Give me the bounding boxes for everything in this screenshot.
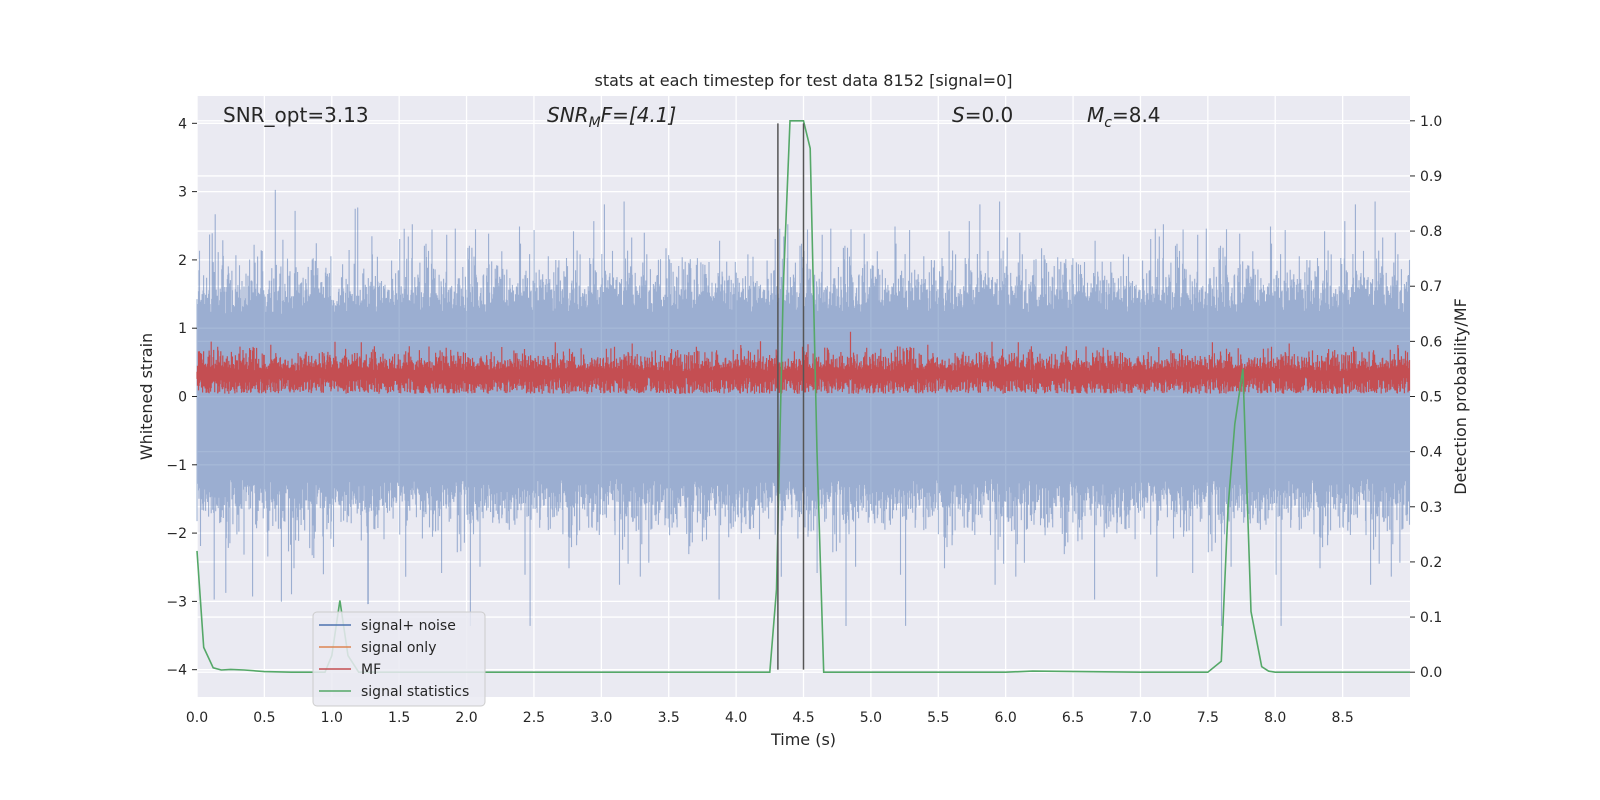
y2-tick-label: 0.6: [1420, 334, 1442, 350]
annotation-snr-mf-main: SNR: [547, 103, 589, 127]
chart-title: stats at each timestep for test data 815…: [594, 71, 1012, 90]
annotation-mc-sub: c: [1104, 115, 1112, 131]
x-tick-label: 0.5: [253, 710, 275, 726]
x-tick-label: 1.0: [321, 710, 343, 726]
y-tick-label: 3: [178, 185, 187, 201]
y-tick-label: −1: [166, 458, 187, 474]
y2-tick-label: 0.8: [1420, 224, 1442, 240]
legend: signal+ noise signal only MF signal statist…: [312, 611, 486, 707]
annotation-snr-mf-sub: M: [589, 115, 601, 131]
mf-series: [196, 331, 1411, 394]
y-tick-label: 4: [178, 116, 187, 132]
x-tick-label: 0.0: [186, 710, 208, 726]
y-tick-label: 2: [178, 253, 187, 269]
y2-tick-label: 0.4: [1420, 445, 1442, 461]
x-tick-label: 5.0: [860, 710, 882, 726]
y2-tick-label: 0.5: [1420, 390, 1442, 406]
annotation-snr-opt: SNR_opt=3.13: [223, 103, 369, 127]
y2-tick-label: 0.1: [1420, 610, 1442, 626]
legend-label: signal+ noise: [361, 618, 456, 634]
signal-statistics-series: [196, 120, 1410, 674]
y2-tick-label: 0.3: [1420, 500, 1442, 516]
y-tick-label: −3: [166, 594, 187, 610]
legend-label: signal statistics: [361, 684, 469, 700]
legend-label: MF: [361, 662, 381, 678]
x-axis-label: Time (s): [770, 730, 836, 749]
x-tick-label: 7.0: [1129, 710, 1151, 726]
annotation-mc-rest: =8.4: [1112, 103, 1161, 127]
x-tick-label: 6.0: [995, 710, 1017, 726]
x-tick-label: 3.5: [658, 710, 680, 726]
y2-tick-label: 0.7: [1420, 279, 1442, 295]
annotation-s: S=0.0: [952, 103, 1013, 127]
x-tick-label: 4.0: [725, 710, 747, 726]
x-tick-label: 3.0: [590, 710, 612, 726]
x-tick-label: 5.5: [927, 710, 949, 726]
x-tick-label: 1.5: [388, 710, 410, 726]
x-tick-label: 7.5: [1197, 710, 1219, 726]
annotation-mc-main: M: [1087, 103, 1104, 127]
signal-statistics-line: [196, 120, 1410, 674]
legend-box: [312, 611, 486, 707]
x-tick-label: 4.5: [792, 710, 814, 726]
y2-axis-label: Detection probability/MF: [1451, 298, 1470, 495]
y-tick-label: 0: [178, 390, 187, 406]
annotation-snr-mf: SNRMF=[4.1]: [547, 103, 676, 131]
y-tick-label: −4: [166, 663, 187, 679]
y2-tick-label: 0.0: [1420, 665, 1442, 681]
y2-tick-label: 1.0: [1420, 114, 1442, 130]
x-tick-label: 2.0: [455, 710, 477, 726]
y2-tick-label: 0.2: [1420, 555, 1442, 571]
x-tick-label: 8.5: [1331, 710, 1353, 726]
annotation-mc: Mc=8.4: [1087, 103, 1161, 131]
x-tick-label: 6.5: [1062, 710, 1084, 726]
y-tick-label: 1: [178, 321, 187, 337]
mf-line: [196, 331, 1411, 394]
y2-tick-label: 0.9: [1420, 169, 1442, 185]
annotation-s-main: S: [952, 103, 965, 127]
annotation-s-rest: =0.0: [965, 103, 1014, 127]
x-tick-label: 8.0: [1264, 710, 1286, 726]
vertical-markers: [777, 123, 805, 670]
axis-ticks: 0.0 0.5 1.0 1.5 2.0 2.5 3.0 3.5 4.0 4.5 5.0 5.5 6.0 6…: [166, 114, 1442, 726]
x-tick-label: 2.5: [523, 710, 545, 726]
y-tick-label: −2: [166, 526, 187, 542]
legend-label: signal only: [361, 640, 436, 656]
annotation-snr-mf-rest: F=[4.1]: [601, 103, 677, 127]
y-axis-label: Whitened strain: [137, 333, 156, 460]
